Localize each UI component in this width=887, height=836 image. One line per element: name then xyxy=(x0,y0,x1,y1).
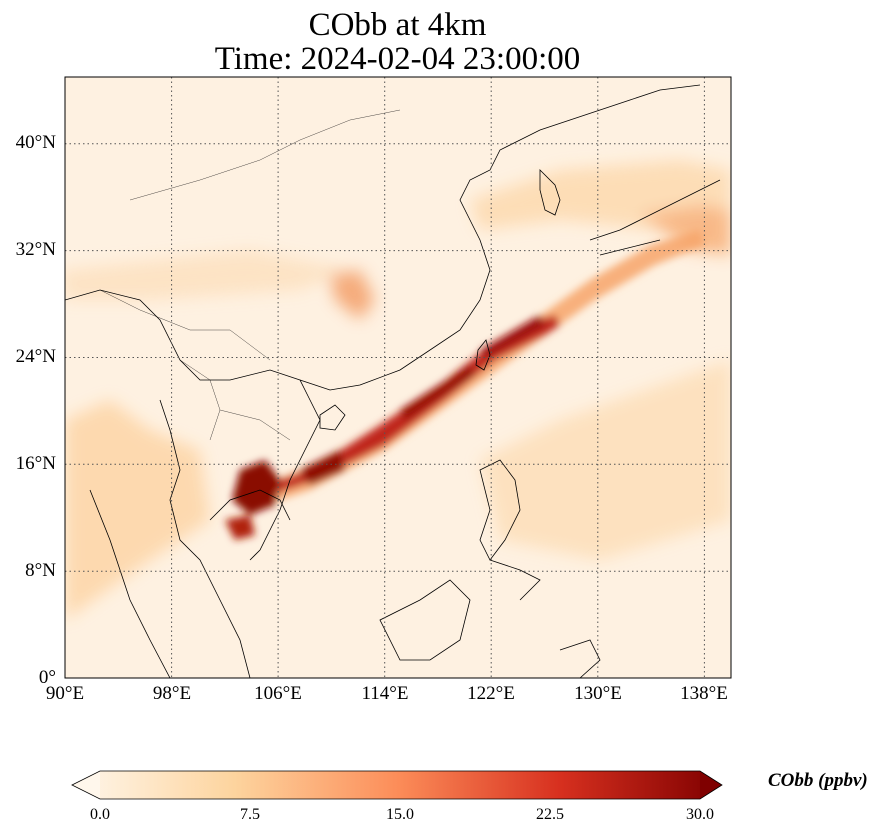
colorbar-tick-label: 30.0 xyxy=(686,806,714,823)
gridlines xyxy=(65,77,731,678)
x-tick-label: 114°E xyxy=(361,683,409,704)
x-tick-label: 130°E xyxy=(574,683,622,704)
map-title: CObb at 4km xyxy=(308,7,487,43)
y-tick-label: 24°N xyxy=(15,346,56,367)
concentration-field xyxy=(65,160,731,620)
borders xyxy=(99,109,401,441)
x-tick-label: 98°E xyxy=(152,683,192,704)
x-tick-label: 138°E xyxy=(680,683,728,704)
colorbar-tick-label: 0.0 xyxy=(90,806,110,823)
coastlines xyxy=(65,84,721,678)
y-tick-label: 32°N xyxy=(15,239,56,260)
colorbar-tick-label: 7.5 xyxy=(240,806,260,823)
colorbar-tick-label: 22.5 xyxy=(536,806,564,823)
y-tick-label: 8°N xyxy=(25,560,56,581)
colorbar xyxy=(71,770,723,800)
x-tick-label: 90°E xyxy=(45,683,85,704)
y-tick-label: 40°N xyxy=(15,132,56,153)
y-tick-label: 0° xyxy=(38,667,56,688)
map-subtitle-time: Time: 2024-02-04 23:00:00 xyxy=(214,41,581,77)
x-tick-label: 106°E xyxy=(254,683,302,704)
y-tick-label: 16°N xyxy=(15,453,56,474)
colorbar-tick-label: 15.0 xyxy=(386,806,414,823)
map-plot-area xyxy=(65,77,731,678)
colorbar-label: CObb (ppbv) xyxy=(768,770,868,791)
map-frame xyxy=(64,76,732,679)
x-tick-label: 122°E xyxy=(467,683,515,704)
